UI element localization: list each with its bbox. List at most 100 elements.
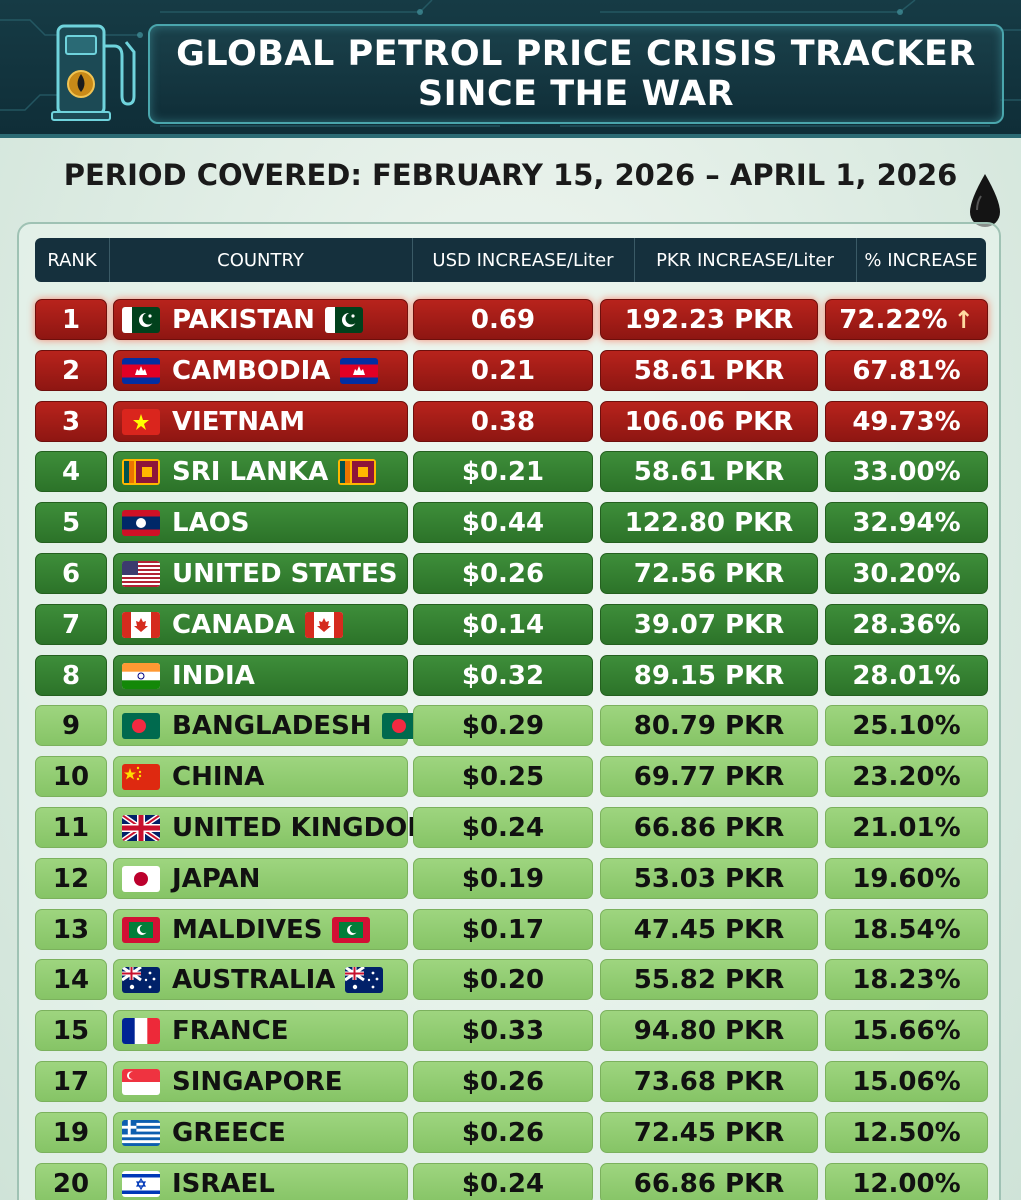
country-cell: ISRAEL	[113, 1163, 408, 1200]
country-name: BANGLADESH	[172, 710, 372, 741]
pct-cell: 30.20%	[825, 553, 988, 594]
pkr-cell: 72.45 PKR	[600, 1112, 818, 1153]
pct-cell: 72.22% ↑	[825, 299, 988, 340]
flag-gr-icon	[122, 1119, 160, 1146]
country-name: INDIA	[172, 660, 255, 691]
country-cell: INDIA	[113, 655, 408, 696]
flag-kh-icon	[340, 357, 379, 384]
pct-cell: 15.66%	[825, 1010, 988, 1051]
pkr-cell: 106.06 PKR	[600, 401, 818, 442]
column-header-country: COUNTRY	[109, 238, 413, 282]
pct-value: 15.06%	[852, 1066, 961, 1097]
country-name: CAMBODIA	[172, 355, 331, 386]
pct-cell: 12.50%	[825, 1112, 988, 1153]
rank-cell: 20	[35, 1163, 107, 1200]
pct-cell: 25.10%	[825, 705, 988, 746]
flag-ca-icon	[122, 611, 160, 638]
title-line-2: SINCE THE WAR	[417, 74, 735, 114]
flag-lk-icon	[338, 458, 377, 485]
pct-value: 18.23%	[852, 964, 961, 995]
pct-value: 28.01%	[852, 660, 961, 691]
country-cell: MALDIVES	[113, 909, 408, 950]
usd-cell: 0.38	[413, 401, 593, 442]
usd-cell: $0.29	[413, 705, 593, 746]
rank-cell: 9	[35, 705, 107, 746]
pkr-cell: 72.56 PKR	[600, 553, 818, 594]
country-cell: SRI LANKA	[113, 451, 408, 492]
country-name: UNITED STATES	[172, 558, 398, 589]
rank-cell: 6	[35, 553, 107, 594]
pct-cell: 21.01%	[825, 807, 988, 848]
rank-cell: 10	[35, 756, 107, 797]
flag-kh-icon	[122, 357, 160, 384]
pct-value: 12.50%	[852, 1117, 961, 1148]
rank-cell: 7	[35, 604, 107, 645]
rank-cell: 11	[35, 807, 107, 848]
country-name: SINGAPORE	[172, 1066, 343, 1097]
pkr-cell: 47.45 PKR	[600, 909, 818, 950]
rank-cell: 19	[35, 1112, 107, 1153]
flag-sg-icon	[122, 1068, 160, 1095]
pct-cell: 12.00%	[825, 1163, 988, 1200]
rank-cell: 2	[35, 350, 107, 391]
country-cell: VIETNAM	[113, 401, 408, 442]
country-cell: FRANCE	[113, 1010, 408, 1051]
pkr-cell: 73.68 PKR	[600, 1061, 818, 1102]
title-box: GLOBAL PETROL PRICE CRISIS TRACKER SINCE…	[148, 24, 1004, 124]
country-name: UNITED KINGDOM	[172, 812, 434, 843]
rank-cell: 12	[35, 858, 107, 899]
pct-cell: 49.73%	[825, 401, 988, 442]
flag-lk-icon	[122, 458, 160, 485]
country-name: VIETNAM	[172, 406, 306, 437]
fuel-pump-icon	[51, 24, 136, 121]
pkr-cell: 122.80 PKR	[600, 502, 818, 543]
pct-value: 49.73%	[852, 406, 961, 437]
pct-value: 33.00%	[852, 456, 961, 487]
rank-cell: 4	[35, 451, 107, 492]
flag-mv-icon	[332, 916, 371, 943]
flag-pk-icon	[122, 306, 160, 333]
rank-cell: 3	[35, 401, 107, 442]
usd-cell: $0.25	[413, 756, 593, 797]
pct-value: 18.54%	[852, 914, 961, 945]
country-cell: CAMBODIA	[113, 350, 408, 391]
flag-fr-icon	[122, 1017, 160, 1044]
flag-vn-icon	[122, 408, 160, 435]
country-name: GREECE	[172, 1117, 286, 1148]
usd-cell: $0.26	[413, 1112, 593, 1153]
flag-pk-icon	[324, 306, 363, 333]
column-header-usd: USD INCREASE/Liter	[412, 238, 635, 282]
country-cell: UNITED STATES	[113, 553, 408, 594]
pkr-cell: 39.07 PKR	[600, 604, 818, 645]
country-cell: GREECE	[113, 1112, 408, 1153]
flag-jp-icon	[122, 865, 160, 892]
rank-cell: 1	[35, 299, 107, 340]
usd-cell: $0.14	[413, 604, 593, 645]
flag-gb-icon	[122, 814, 160, 841]
country-name: JAPAN	[172, 863, 261, 894]
table-header: RANK COUNTRY USD INCREASE/Liter PKR INCR…	[35, 238, 986, 282]
pct-value: 28.36%	[852, 609, 961, 640]
country-cell: LAOS	[113, 502, 408, 543]
usd-cell: $0.24	[413, 1163, 593, 1200]
pct-value: 67.81%	[852, 355, 961, 386]
usd-cell: $0.32	[413, 655, 593, 696]
pkr-cell: 192.23 PKR	[600, 299, 818, 340]
pct-cell: 18.23%	[825, 959, 988, 1000]
country-cell: BANGLADESH	[113, 705, 420, 746]
pct-cell: 32.94%	[825, 502, 988, 543]
column-header-pct: % INCREASE	[864, 249, 978, 271]
pkr-cell: 66.86 PKR	[600, 807, 818, 848]
pkr-cell: 55.82 PKR	[600, 959, 818, 1000]
pct-cell: 33.00%	[825, 451, 988, 492]
usd-cell: $0.21	[413, 451, 593, 492]
header-banner: GLOBAL PETROL PRICE CRISIS TRACKER SINCE…	[0, 0, 1021, 138]
country-cell: SINGAPORE	[113, 1061, 408, 1102]
flag-us-icon	[122, 560, 160, 587]
country-name: AUSTRALIA	[172, 964, 336, 995]
country-cell: CHINA	[113, 756, 408, 797]
pct-cell: 19.60%	[825, 858, 988, 899]
pkr-cell: 69.77 PKR	[600, 756, 818, 797]
country-name: ISRAEL	[172, 1168, 275, 1199]
